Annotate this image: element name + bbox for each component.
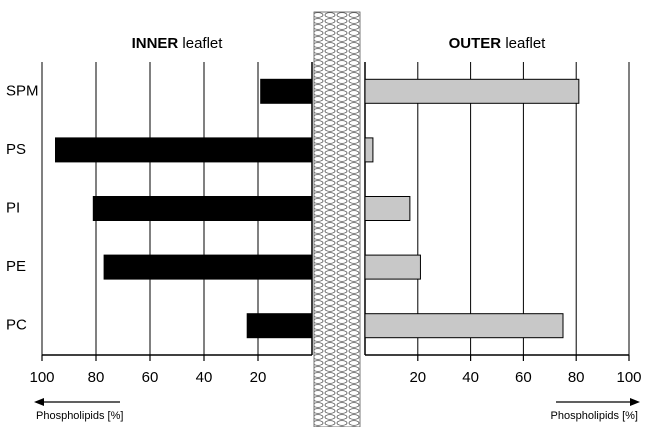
y-tick-label: PE — [6, 258, 26, 275]
panel-title: OUTER leaflet — [449, 35, 547, 52]
bar — [103, 254, 313, 280]
x-tick-label: 20 — [409, 369, 426, 386]
bar — [364, 137, 374, 163]
y-tick-label: PC — [6, 317, 27, 334]
x-tick-label: 80 — [88, 369, 105, 386]
arrow-head — [630, 398, 640, 406]
x-tick-label: 40 — [196, 369, 213, 386]
x-tick-label: 100 — [616, 369, 641, 386]
title-rest: leaflet — [505, 35, 546, 52]
bar — [364, 78, 580, 104]
bar — [92, 196, 313, 221]
y-tick-label: SPM — [6, 82, 39, 99]
x-tick-label: 60 — [142, 369, 159, 386]
x-tick-label: 20 — [250, 369, 267, 386]
bar — [364, 196, 411, 221]
arrow-head — [34, 398, 44, 406]
panel-title: INNER leaflet — [132, 35, 224, 52]
title-rest: leaflet — [182, 35, 223, 52]
x-tick-label: 60 — [515, 369, 532, 386]
y-tick-label: PS — [6, 141, 26, 158]
membrane — [313, 11, 361, 427]
bar — [260, 78, 313, 104]
y-tick-label: PI — [6, 199, 20, 216]
x-tick-label: 100 — [29, 369, 54, 386]
title-bold: OUTER — [449, 35, 502, 52]
x-axis-label: Phospholipids [%] — [36, 410, 123, 422]
bar — [55, 137, 313, 163]
bar — [364, 254, 421, 280]
title-bold: INNER — [132, 35, 179, 52]
x-tick-label: 80 — [568, 369, 585, 386]
x-tick-label: 40 — [462, 369, 479, 386]
bar — [364, 313, 564, 339]
bar — [246, 313, 313, 339]
x-axis-label: Phospholipids [%] — [551, 410, 638, 422]
